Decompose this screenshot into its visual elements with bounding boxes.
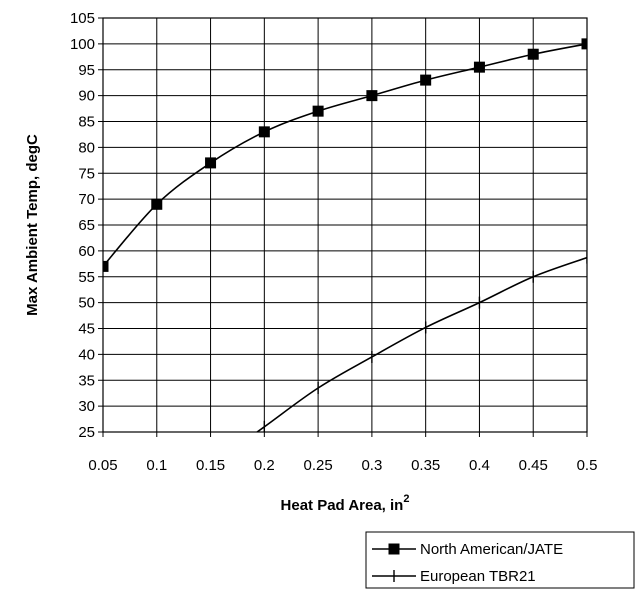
- y-tick-label: 105: [70, 10, 95, 27]
- series-line: [103, 43, 587, 267]
- data-point: [258, 126, 270, 138]
- series-line: [255, 256, 587, 432]
- x-axis-title-superscript: 2: [403, 493, 409, 505]
- data-point: [527, 48, 539, 60]
- y-tick-label: 30: [78, 398, 95, 415]
- data-point: [581, 38, 587, 50]
- y-tick-label: 70: [78, 191, 95, 208]
- y-tick-label: 50: [78, 295, 95, 312]
- data-point: [151, 198, 163, 210]
- y-tick-label: 25: [78, 424, 95, 441]
- x-tick-label: 0.5: [577, 457, 598, 474]
- y-axis-title: Max Ambient Temp, degC: [24, 134, 41, 316]
- y-tick-label: 75: [78, 165, 95, 182]
- x-tick-label: 0.45: [519, 457, 548, 474]
- data-point: [205, 157, 217, 169]
- data-point: [103, 260, 109, 272]
- x-tick-label: 0.4: [469, 457, 490, 474]
- y-tick-label: 40: [78, 346, 95, 363]
- x-tick-label: 0.05: [88, 457, 117, 474]
- data-point: [420, 74, 432, 86]
- x-tick-label: 0.2: [254, 457, 275, 474]
- y-tick-label: 55: [78, 269, 95, 286]
- x-tick-label: 0.25: [304, 457, 333, 474]
- legend-label: European TBR21: [420, 568, 536, 585]
- x-tick-label: 0.1: [146, 457, 167, 474]
- y-tick-label: 95: [78, 62, 95, 79]
- y-tick-label: 100: [70, 36, 95, 53]
- y-tick-label: 35: [78, 372, 95, 389]
- x-axis-title-text: Heat Pad Area, in: [281, 497, 404, 514]
- data-point: [366, 90, 378, 102]
- y-axis-ticks: 25 30 35 40 45 50 55 60 65 70 75 80 85 90 95 100 105: [70, 10, 103, 441]
- y-tick-label: 80: [78, 139, 95, 156]
- series-1: [255, 251, 587, 432]
- data-point: [312, 105, 324, 117]
- x-axis-ticks: 0.05 0.1 0.15 0.2 0.25 0.3 0.35 0.4 0.45 0.5: [88, 432, 597, 474]
- series-layer: [103, 38, 587, 432]
- y-tick-label: 45: [78, 321, 95, 338]
- legend: North American/JATE European TBR21: [365, 531, 635, 589]
- series-0: [103, 38, 587, 272]
- y-tick-label: 60: [78, 243, 95, 260]
- legend-label: North American/JATE: [420, 541, 563, 558]
- legend-marker: [388, 543, 400, 555]
- data-point: [473, 61, 485, 73]
- y-tick-label: 85: [78, 114, 95, 131]
- y-tick-label: 90: [78, 88, 95, 105]
- legend-box: [365, 531, 635, 589]
- grid-lines: [102, 17, 588, 433]
- x-tick-label: 0.3: [361, 457, 382, 474]
- y-tick-label: 65: [78, 217, 95, 234]
- x-axis-title: Heat Pad Area, in2: [281, 493, 410, 514]
- x-tick-label: 0.35: [411, 457, 440, 474]
- x-tick-label: 0.15: [196, 457, 225, 474]
